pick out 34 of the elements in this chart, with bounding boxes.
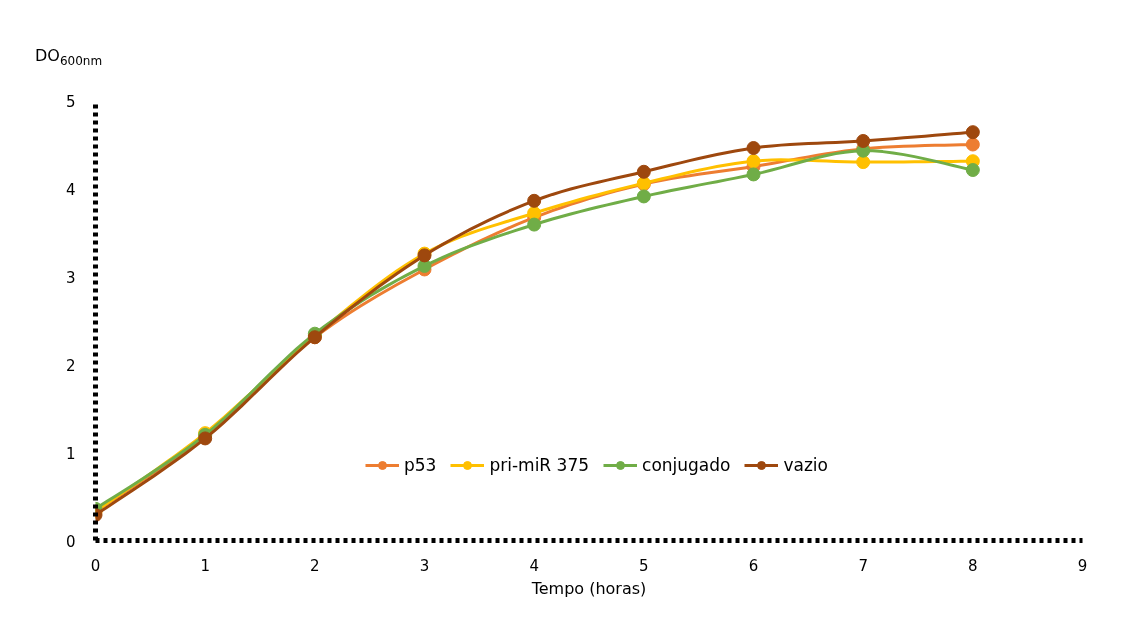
y-tick-label: 5	[65, 92, 76, 111]
legend-label: conjugado	[642, 455, 731, 475]
x-tick-label: 6	[748, 556, 759, 575]
point	[965, 125, 980, 140]
point	[746, 167, 761, 182]
point	[856, 155, 871, 170]
legend-label: vazio	[783, 455, 828, 475]
x-tick-label: 8	[968, 556, 978, 575]
y-tick-label: 4	[65, 180, 76, 199]
x-tick-label: 5	[639, 556, 649, 575]
x-tick-label: 1	[200, 556, 210, 575]
legend-label: pri-miR 375	[489, 455, 590, 475]
y-tick-label: 3	[65, 268, 76, 287]
point	[527, 193, 542, 208]
x-axis-title: Tempo (horas)	[530, 578, 647, 598]
x-tick-label: 3	[419, 556, 430, 575]
legend-label: p53	[404, 455, 437, 475]
x-tick-label: 9	[1077, 556, 1088, 575]
x-tick-label: 0	[90, 556, 101, 575]
y-tick-label: 2	[65, 356, 76, 375]
point	[746, 154, 761, 169]
x-tick-label: 4	[529, 556, 539, 575]
point	[965, 137, 980, 152]
x-tick-label: 2	[310, 556, 320, 575]
point	[965, 163, 980, 178]
point	[636, 189, 651, 204]
point	[636, 164, 651, 179]
point	[527, 217, 542, 232]
x-tick-label: 7	[858, 556, 868, 575]
point	[746, 141, 761, 156]
y-axis-title: DO$_{600nm}$	[35, 46, 103, 69]
y-tick-label: 0	[65, 532, 76, 551]
y-tick-label: 1	[65, 444, 76, 463]
point	[856, 133, 871, 148]
